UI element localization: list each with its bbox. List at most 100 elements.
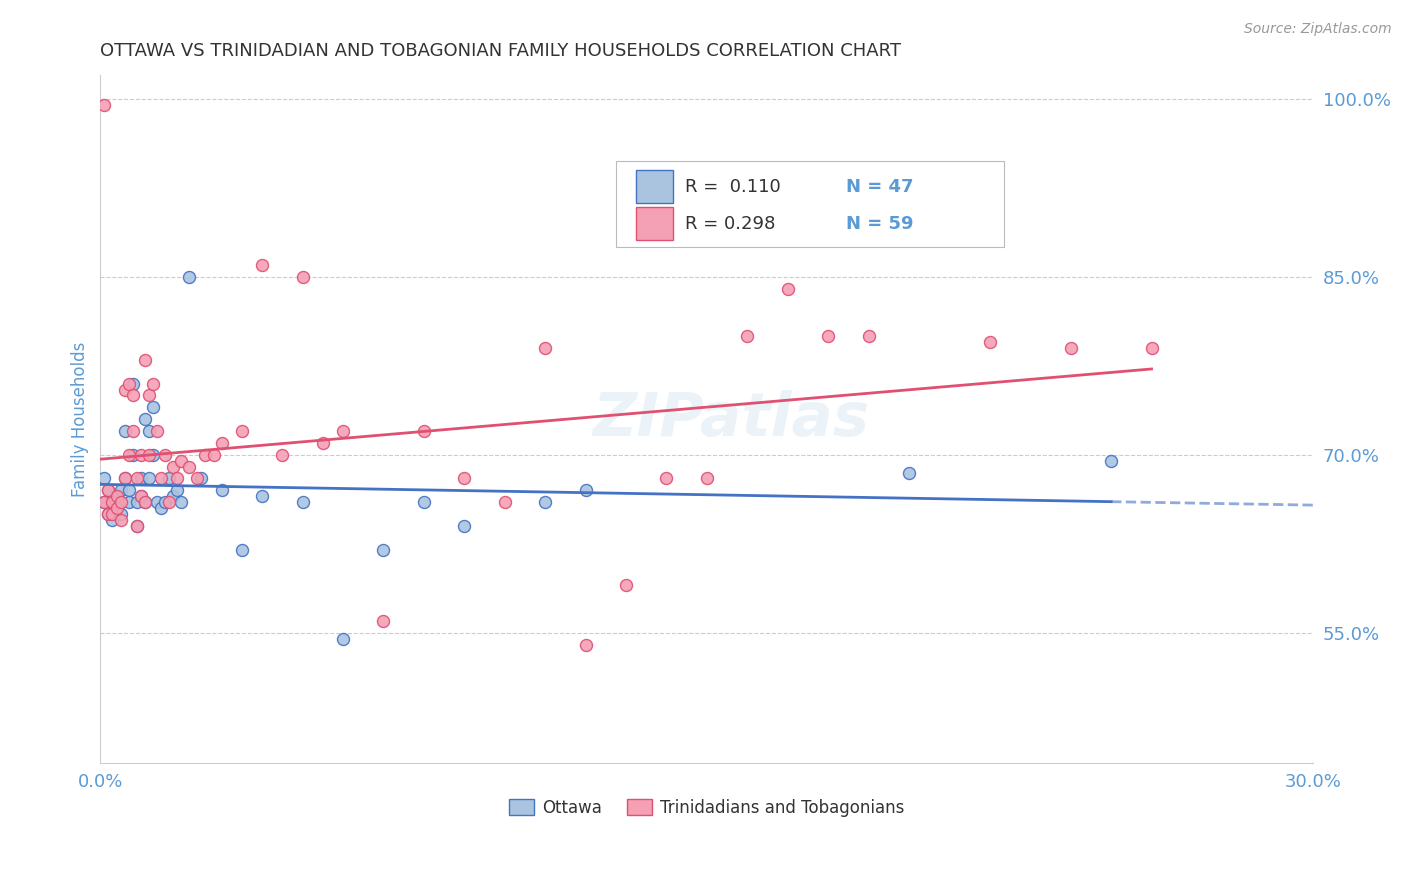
Point	[494, 495, 516, 509]
Point	[574, 483, 596, 498]
Point	[202, 448, 225, 462]
Point	[93, 471, 115, 485]
Point	[125, 495, 148, 509]
Point	[134, 412, 156, 426]
Point	[101, 495, 124, 509]
Point	[146, 495, 169, 509]
Point	[150, 501, 173, 516]
Point	[231, 542, 253, 557]
Point	[146, 424, 169, 438]
Point	[655, 471, 678, 485]
Point	[157, 495, 180, 509]
Point	[101, 507, 124, 521]
Point	[129, 489, 152, 503]
Point	[231, 424, 253, 438]
Point	[142, 376, 165, 391]
Point	[250, 258, 273, 272]
Point	[291, 269, 314, 284]
Point	[105, 501, 128, 516]
Point	[118, 483, 141, 498]
FancyBboxPatch shape	[616, 161, 1004, 247]
Point	[1140, 341, 1163, 355]
Text: N = 59: N = 59	[846, 215, 914, 233]
Point	[412, 424, 434, 438]
Point	[153, 495, 176, 509]
Point	[105, 489, 128, 503]
Point	[101, 495, 124, 509]
Point	[332, 424, 354, 438]
FancyBboxPatch shape	[637, 170, 673, 203]
Point	[271, 448, 294, 462]
Text: Source: ZipAtlas.com: Source: ZipAtlas.com	[1244, 22, 1392, 37]
Point	[125, 519, 148, 533]
Point	[373, 614, 395, 628]
Point	[211, 436, 233, 450]
Point	[166, 483, 188, 498]
Point	[129, 448, 152, 462]
Point	[110, 483, 132, 498]
Point	[121, 424, 143, 438]
Point	[121, 376, 143, 391]
Point	[179, 269, 201, 284]
Point	[97, 483, 120, 498]
Point	[138, 448, 160, 462]
Point	[138, 471, 160, 485]
Point	[142, 448, 165, 462]
Point	[118, 448, 141, 462]
Point	[776, 282, 799, 296]
Point	[150, 471, 173, 485]
Point	[93, 495, 115, 509]
Point	[735, 329, 758, 343]
Point	[858, 329, 880, 343]
Point	[897, 466, 920, 480]
Point	[105, 501, 128, 516]
Point	[129, 471, 152, 485]
Point	[129, 489, 152, 503]
Point	[93, 495, 115, 509]
Point	[118, 495, 141, 509]
Point	[1060, 341, 1083, 355]
Point	[110, 513, 132, 527]
Point	[162, 489, 184, 503]
Point	[142, 401, 165, 415]
FancyBboxPatch shape	[637, 208, 673, 241]
Point	[134, 495, 156, 509]
Point	[817, 329, 839, 343]
Point	[153, 448, 176, 462]
Point	[166, 471, 188, 485]
Point	[157, 471, 180, 485]
Point	[186, 471, 208, 485]
Point	[105, 489, 128, 503]
Point	[453, 471, 475, 485]
Point	[121, 448, 143, 462]
Point	[194, 448, 217, 462]
Point	[138, 388, 160, 402]
Text: R =  0.110: R = 0.110	[685, 178, 780, 195]
Point	[138, 424, 160, 438]
Point	[114, 424, 136, 438]
Point	[979, 334, 1001, 349]
Y-axis label: Family Households: Family Households	[72, 342, 89, 497]
Point	[134, 352, 156, 367]
Point	[114, 471, 136, 485]
Point	[614, 578, 637, 592]
Point	[97, 507, 120, 521]
Text: OTTAWA VS TRINIDADIAN AND TOBAGONIAN FAMILY HOUSEHOLDS CORRELATION CHART: OTTAWA VS TRINIDADIAN AND TOBAGONIAN FAM…	[100, 42, 901, 60]
Point	[125, 471, 148, 485]
Point	[97, 507, 120, 521]
Point	[125, 519, 148, 533]
Point	[162, 459, 184, 474]
Point	[114, 471, 136, 485]
Point	[1099, 453, 1122, 467]
Point	[190, 471, 212, 485]
Point	[250, 489, 273, 503]
Point	[453, 519, 475, 533]
Point	[134, 495, 156, 509]
Point	[121, 388, 143, 402]
Point	[211, 483, 233, 498]
Point	[170, 453, 193, 467]
Point	[291, 495, 314, 509]
Text: R = 0.298: R = 0.298	[685, 215, 775, 233]
Point	[110, 507, 132, 521]
Text: ZIPatlas: ZIPatlas	[592, 390, 870, 449]
